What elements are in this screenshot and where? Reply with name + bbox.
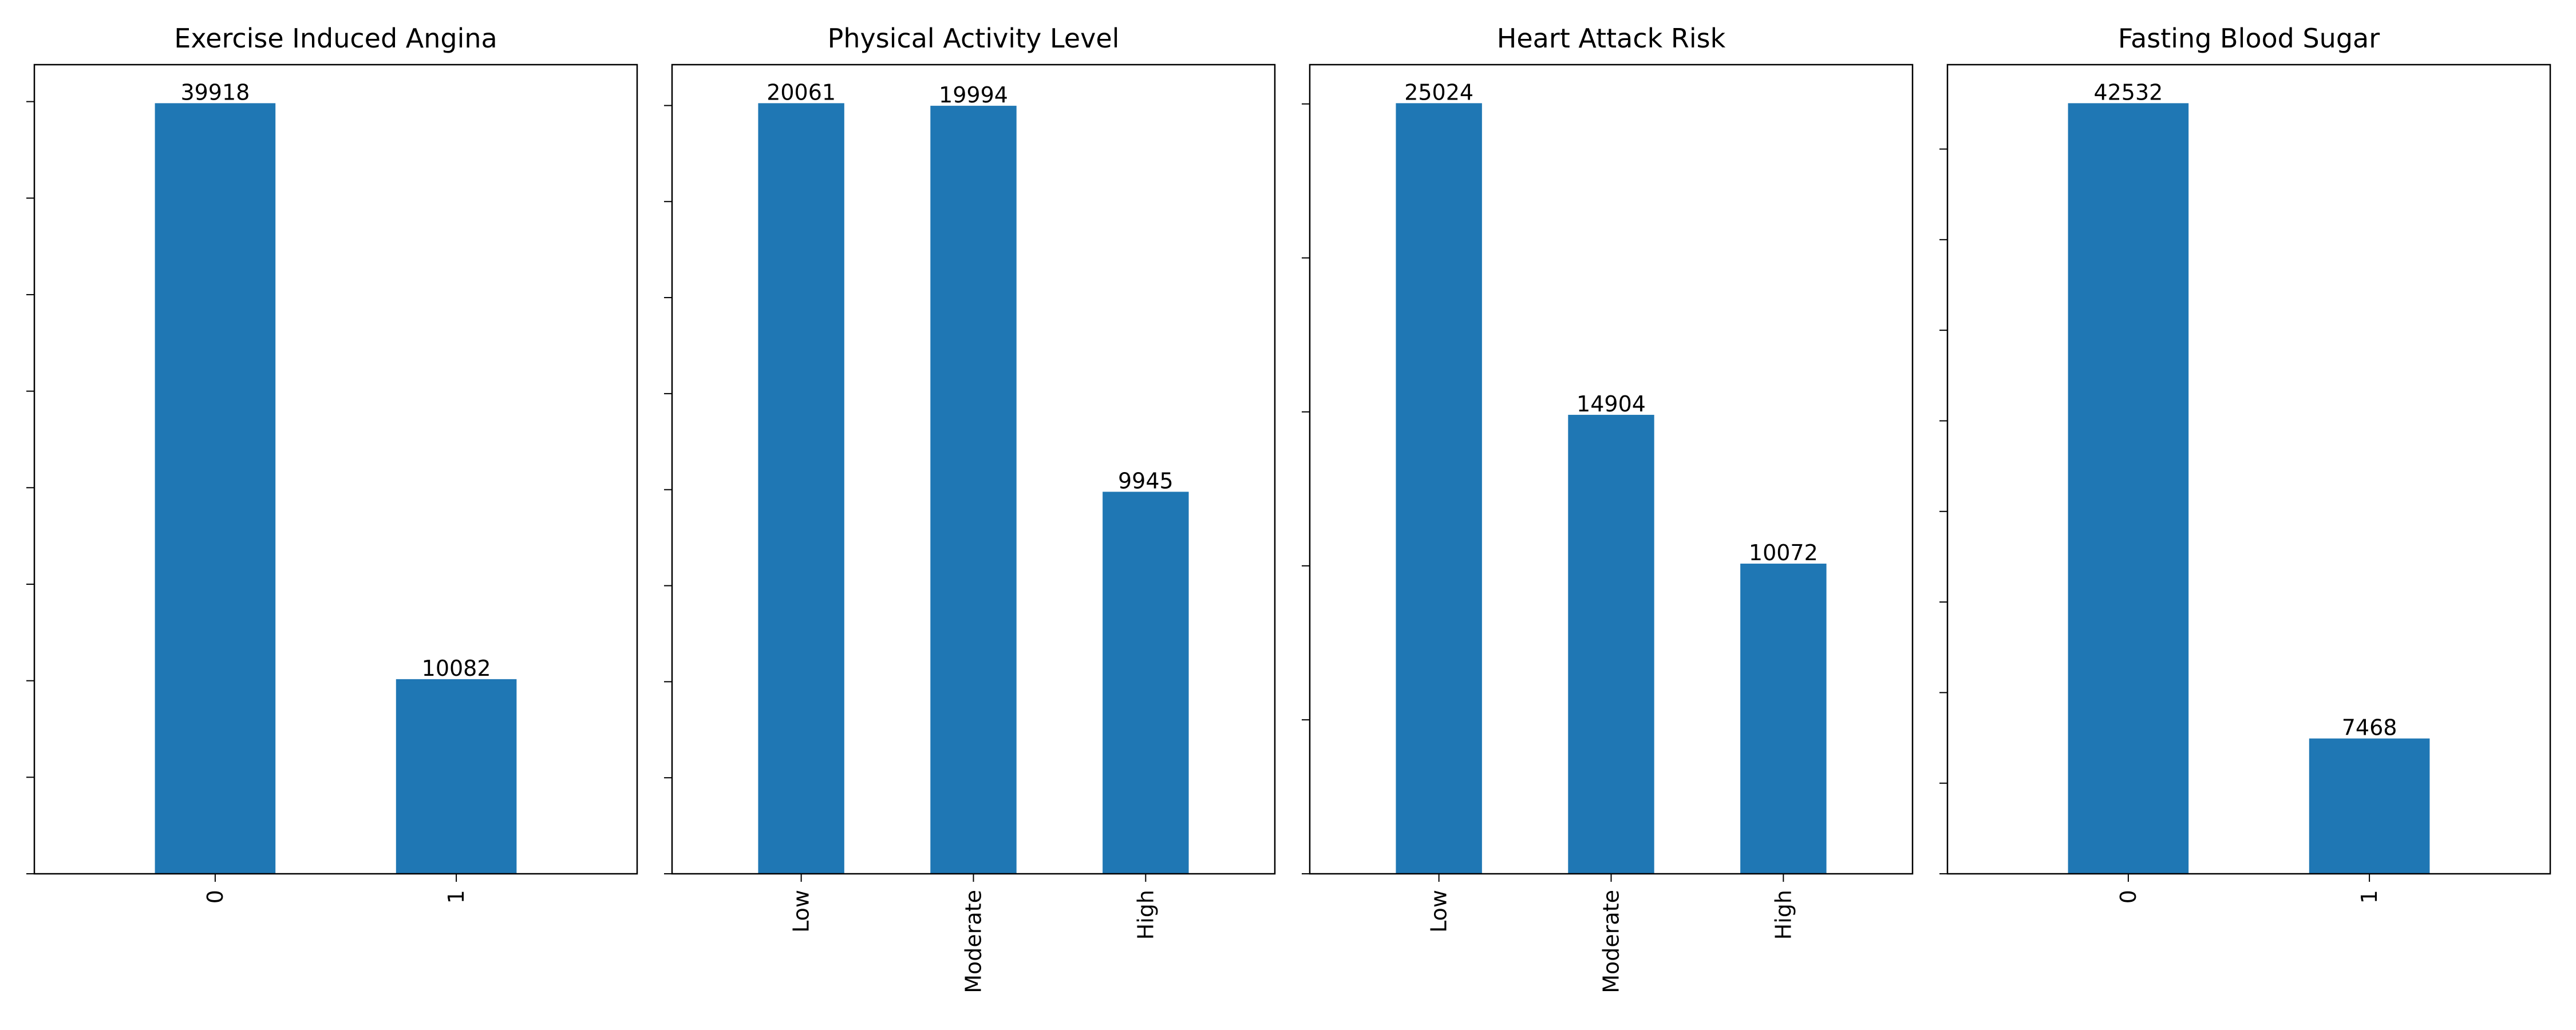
x-tick-label: Moderate — [961, 890, 986, 993]
chart-panel-4: Fasting Blood Sugar 42532 0 7468 1 — [1939, 23, 2551, 904]
bar-value-label: 14904 — [1577, 391, 1646, 417]
chart-panel-2: Physical Activity Level 20061 Low 19994 Mode… — [664, 23, 1276, 993]
bar-high — [1740, 563, 1827, 874]
x-tick-label: High — [1133, 890, 1158, 940]
x-tick-label: Moderate — [1599, 890, 1624, 993]
bar-0 — [155, 103, 276, 874]
bar-value-label: 7468 — [2342, 715, 2397, 740]
bar-low — [758, 103, 844, 874]
axes-frame — [33, 64, 638, 875]
bar-value-label: 19994 — [939, 82, 1008, 108]
bar-value-label: 10082 — [422, 656, 491, 681]
axes-frame — [671, 64, 1276, 875]
bar-moderate — [930, 105, 1017, 874]
bar-1 — [396, 679, 517, 874]
chart-panel-3: Heart Attack Risk 25024 Low 14904 Moderate 10… — [1302, 23, 1914, 993]
chart-panel-1: Exercise Induced Angina 39918 0 10082 1 — [26, 23, 638, 904]
x-tick-label: Low — [789, 890, 814, 933]
bar-value-label: 39918 — [180, 80, 250, 105]
bar-value-label: 25024 — [1404, 80, 1473, 105]
axes-frame — [1309, 64, 1914, 875]
x-tick-label: 1 — [444, 890, 469, 904]
x-tick-label: High — [1771, 890, 1796, 940]
bar-high — [1103, 492, 1189, 874]
bar-value-label: 10072 — [1749, 540, 1818, 565]
bar-value-label: 9945 — [1118, 468, 1174, 493]
panel-title: Physical Activity Level — [828, 23, 1120, 54]
x-tick-label: Low — [1427, 890, 1452, 933]
bar-low — [1396, 103, 1482, 874]
bar-moderate — [1568, 414, 1654, 874]
x-tick-label: 0 — [2116, 890, 2141, 904]
panel-title: Fasting Blood Sugar — [2118, 23, 2380, 54]
panel-title: Heart Attack Risk — [1497, 23, 1726, 54]
bar-value-label: 20061 — [767, 80, 836, 105]
axes-frame — [1946, 64, 2551, 875]
x-tick-label: 0 — [203, 890, 228, 904]
x-tick-label: 1 — [2357, 890, 2382, 904]
bar-1 — [2309, 738, 2430, 874]
panel-title: Exercise Induced Angina — [174, 23, 497, 54]
bar-value-label: 42532 — [2093, 80, 2163, 105]
bar-0 — [2068, 103, 2189, 874]
